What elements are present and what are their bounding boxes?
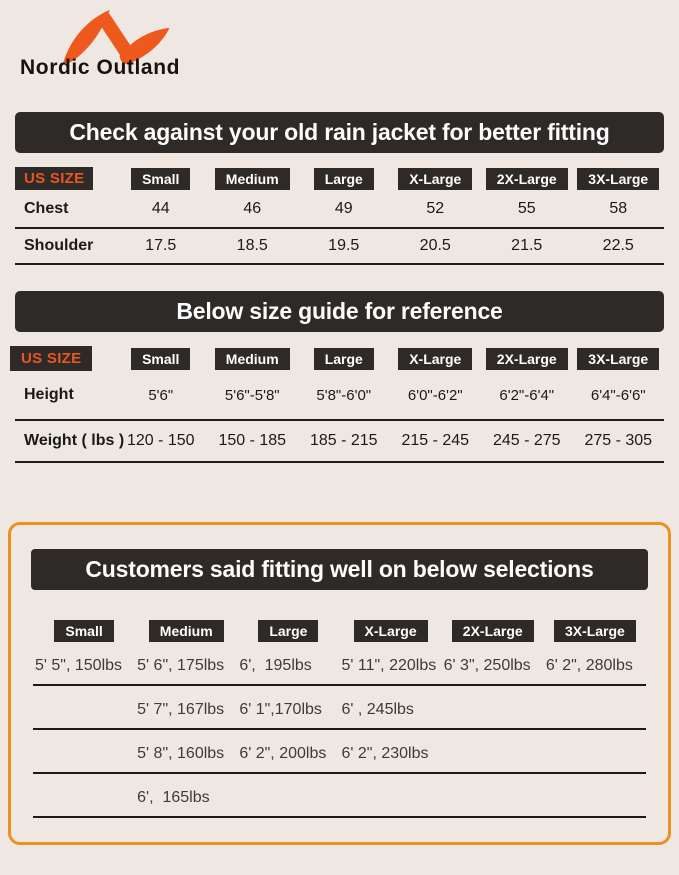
- size-chip-large: Large: [313, 167, 374, 190]
- fit-cell: [339, 774, 441, 816]
- weight-xlarge: 215 - 245: [401, 432, 470, 449]
- section3-banner: Customers said fitting well on below sel…: [31, 549, 648, 590]
- shoulder-3xlarge: 22.5: [602, 237, 634, 254]
- height-xlarge: 6'0"-6'2": [407, 386, 463, 404]
- fit-cell: [544, 774, 646, 816]
- fit-cell: [544, 730, 646, 772]
- fit-cell: 6' 2", 280lbs: [545, 657, 633, 674]
- brand-name: Nordic Outland: [20, 56, 181, 79]
- shoulder-large: 19.5: [328, 237, 360, 254]
- height-2xlarge: 6'2"-6'4": [499, 386, 555, 404]
- size-chip-xlarge: X-Large: [353, 620, 428, 642]
- section1-banner: Check against your old rain jacket for b…: [15, 112, 664, 153]
- customer-fit-row-2: 5' 7", 167lbs 6' 1",170lbs 6' , 245lbs: [33, 686, 646, 730]
- row-label-chest: Chest: [24, 199, 69, 217]
- fit-cell: 6', 195lbs: [239, 657, 312, 674]
- fit-cell: 6' 2", 230lbs: [341, 745, 429, 762]
- size-chip-small: Small: [54, 620, 114, 642]
- section1-us-size-badge: US SIZE: [15, 167, 94, 190]
- height-medium: 5'6"-5'8": [224, 386, 280, 404]
- fit-cell: [442, 774, 544, 816]
- fit-cell: 5' 6", 175lbs: [137, 657, 225, 674]
- fit-cell: [33, 774, 135, 816]
- size-chip-3xlarge: 3X-Large: [577, 167, 660, 190]
- height-row: Height 5'6" 5'6"-5'8" 5'8"-6'0" 6'0"-6'2…: [15, 371, 664, 421]
- weight-row: Weight ( lbs ) 120 - 150 150 - 185 185 -…: [15, 421, 664, 463]
- chest-xlarge: 52: [426, 199, 445, 217]
- size-chip-xlarge: X-Large: [398, 347, 473, 370]
- size-chip-3xlarge: 3X-Large: [577, 347, 660, 370]
- row-label-weight: Weight ( lbs ): [24, 432, 125, 449]
- size-chip-3xlarge: 3X-Large: [553, 620, 636, 642]
- height-large: 5'8"-6'0": [316, 386, 372, 404]
- fit-cell: 6' 2", 200lbs: [239, 745, 327, 762]
- shoulder-2xlarge: 21.5: [511, 237, 543, 254]
- size-chip-small: Small: [131, 347, 191, 370]
- size-chip-2xlarge: 2X-Large: [485, 167, 568, 190]
- weight-3xlarge: 275 - 305: [584, 432, 653, 449]
- chest-medium: 46: [243, 199, 262, 217]
- weight-medium: 150 - 185: [218, 432, 287, 449]
- size-chip-large: Large: [258, 620, 319, 642]
- chest-large: 49: [334, 199, 353, 217]
- customer-fit-row-1: 5' 5", 150lbs 5' 6", 175lbs 6', 195lbs 5…: [33, 642, 646, 686]
- size-chip-2xlarge: 2X-Large: [451, 620, 534, 642]
- section3-header-row: Small Medium Large X-Large 2X-Large 3X-L…: [33, 620, 646, 642]
- size-chip-small: Small: [131, 167, 191, 190]
- fit-cell: [544, 686, 646, 728]
- shoulder-row: Shoulder 17.5 18.5 19.5 20.5 21.5 22.5: [15, 229, 664, 265]
- fit-cell: 5' 5", 150lbs: [35, 657, 123, 674]
- size-chip-2xlarge: 2X-Large: [485, 347, 568, 370]
- size-chip-medium: Medium: [148, 620, 224, 642]
- fit-cell: [442, 730, 544, 772]
- fit-cell: 6' 3", 250lbs: [443, 657, 531, 674]
- brand-logo: Nordic Outland: [0, 0, 679, 100]
- size-chip-xlarge: X-Large: [398, 167, 473, 190]
- shoulder-medium: 18.5: [236, 237, 268, 254]
- chest-small: 44: [151, 199, 170, 217]
- size-chip-medium: Medium: [214, 347, 290, 370]
- height-3xlarge: 6'4"-6'6": [590, 386, 646, 404]
- customer-fit-row-4: 6', 165lbs: [33, 774, 646, 818]
- customer-fit-row-3: 5' 8", 160lbs 6' 2", 200lbs 6' 2", 230lb…: [33, 730, 646, 774]
- fit-cell: 5' 11", 220lbs: [341, 657, 437, 674]
- fit-cell: [237, 774, 339, 816]
- section2-header-row: US SIZE Small Medium Large X-Large 2X-La…: [10, 346, 664, 371]
- section1-header-row: US SIZE Small Medium Large X-Large 2X-La…: [15, 167, 664, 190]
- customer-fit-box: Customers said fitting well on below sel…: [8, 522, 671, 845]
- size-chip-medium: Medium: [214, 167, 290, 190]
- chest-2xlarge: 55: [517, 199, 536, 217]
- fit-cell: 5' 8", 160lbs: [137, 745, 225, 762]
- size-chip-large: Large: [313, 347, 374, 370]
- weight-large: 185 - 215: [309, 432, 378, 449]
- chest-3xlarge: 58: [609, 199, 628, 217]
- shoulder-small: 17.5: [145, 237, 177, 254]
- weight-2xlarge: 245 - 275: [492, 432, 561, 449]
- weight-small: 120 - 150: [126, 432, 195, 449]
- fit-cell: 6', 165lbs: [137, 789, 210, 806]
- chest-row: Chest 44 46 49 52 55 58: [15, 190, 664, 229]
- row-label-shoulder: Shoulder: [24, 237, 94, 254]
- section2-us-size-badge: US SIZE: [10, 346, 93, 371]
- brand-logo-icon: [63, 9, 170, 64]
- height-small: 5'6": [148, 386, 174, 404]
- row-label-height: Height: [24, 386, 74, 403]
- shoulder-xlarge: 20.5: [419, 237, 451, 254]
- fit-cell: 6' , 245lbs: [341, 701, 414, 718]
- fit-cell: [33, 686, 135, 728]
- fit-cell: 5' 7", 167lbs: [137, 701, 225, 718]
- fit-cell: [442, 686, 544, 728]
- section2-banner: Below size guide for reference: [15, 291, 664, 332]
- fit-cell: 6' 1",170lbs: [239, 701, 322, 718]
- fit-cell: [33, 730, 135, 772]
